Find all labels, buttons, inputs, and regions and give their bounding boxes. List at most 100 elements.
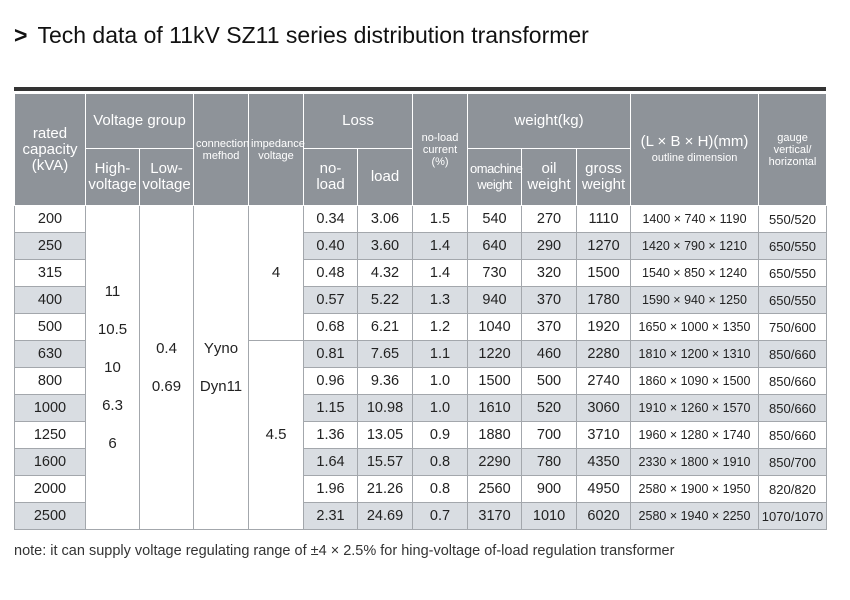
merged-cell: 11 10.5 10 6.3 6 <box>85 205 140 530</box>
table-cell: 9.36 <box>357 367 414 395</box>
table-cell: 2560 <box>467 475 523 503</box>
table-cell: 650/550 <box>758 286 828 314</box>
header-cell: no-load current (%) <box>412 93 469 206</box>
header-subtext: outline dimension <box>651 151 738 164</box>
cell-value: 0.4 <box>156 339 177 357</box>
table-cell: 0.81 <box>303 340 359 368</box>
cell-value: Yyno <box>203 339 239 357</box>
header-row: rated capacity (kVA) Voltage group conne… <box>14 93 828 206</box>
table-cell: 1590 × 940 × 1250 <box>630 286 760 314</box>
table-cell: 1420 × 790 × 1210 <box>630 232 760 260</box>
table-row: 2500 2.31 24.69 0.7 3170 1010 6020 2580 × 1940 … <box>14 502 828 530</box>
table-cell: 640 <box>467 232 523 260</box>
table-cell: 900 <box>521 475 578 503</box>
header-cell: impedance voltage <box>248 93 305 206</box>
table-cell: 3.06 <box>357 205 414 233</box>
table-cell: 1610 <box>467 394 523 422</box>
table-cell: 0.8 <box>412 475 469 503</box>
merged-cell: 0.4 0.69 <box>138 205 195 530</box>
table-cell: 850/700 <box>758 448 828 476</box>
table-cell: 15.57 <box>357 448 414 476</box>
table-cell: 0.40 <box>303 232 359 260</box>
table-cell: 850/660 <box>758 394 828 422</box>
table-cell: 1400 × 740 × 1190 <box>630 205 760 233</box>
table-cell: 650/550 <box>758 232 828 260</box>
table-cell: 1860 × 1090 × 1500 <box>630 367 760 395</box>
table-cell: 24.69 <box>357 502 414 530</box>
table-cell: 1650 × 1000 × 1350 <box>630 313 760 341</box>
header-cell: no-load <box>303 148 359 206</box>
header-cell: weight(kg) <box>467 93 632 149</box>
cell-value: 10.5 <box>97 320 128 338</box>
table-cell: 1.3 <box>412 286 469 314</box>
table-cell: 850/660 <box>758 421 828 449</box>
table-cell: 1960 × 1280 × 1740 <box>630 421 760 449</box>
header-cell: High-voltage <box>85 148 140 206</box>
table-cell: 1220 <box>467 340 523 368</box>
table-cell: 500 <box>521 367 578 395</box>
table-cell: 270 <box>521 205 578 233</box>
table-cell: 2580 × 1940 × 2250 <box>630 502 760 530</box>
table-cell: 290 <box>521 232 578 260</box>
table-cell: 1880 <box>467 421 523 449</box>
table-cell: 0.34 <box>303 205 359 233</box>
table-cell: 370 <box>521 286 578 314</box>
cell-value: 6 <box>108 434 117 452</box>
table-cell: 1.64 <box>303 448 359 476</box>
footnote: note: it can supply voltage regulating r… <box>14 543 675 559</box>
table-cell: 1.0 <box>412 394 469 422</box>
table-cell: 0.48 <box>303 259 359 287</box>
table-row: 630 4.5 0.81 7.65 1.1 1220 460 2280 1810 × 1200 … <box>14 340 828 530</box>
table-cell: 13.05 <box>357 421 414 449</box>
table-cell: 6.21 <box>357 313 414 341</box>
table-cell: 1810 × 1200 × 1310 <box>630 340 760 368</box>
table-cell: 1110 <box>576 205 632 233</box>
table-row: 800 0.96 9.36 1.0 1500 500 2740 1860 × 1090 × 1… <box>14 367 828 395</box>
header-cell: gauge vertical/ horizontal <box>758 93 828 206</box>
table-cell: 2500 <box>14 502 86 530</box>
table-cell: 1040 <box>467 313 523 341</box>
table-cell: 1540 × 850 × 1240 <box>630 259 760 287</box>
merged-cell: 4.5 <box>248 340 305 530</box>
table-cell: 540 <box>467 205 523 233</box>
table-cell: 370 <box>521 313 578 341</box>
table-cell: 2580 × 1900 × 1950 <box>630 475 760 503</box>
table-cell: 2740 <box>576 367 632 395</box>
table-row: 1250 1.36 13.05 0.9 1880 700 3710 1960 × 1280 ×… <box>14 421 828 449</box>
table-cell: 3.60 <box>357 232 414 260</box>
table-cell: 250 <box>14 232 86 260</box>
table-cell: 460 <box>521 340 578 368</box>
header-cell: Low-voltage <box>138 148 195 206</box>
table-cell: 1920 <box>576 313 632 341</box>
table-cell: 2280 <box>576 340 632 368</box>
table-cell: 2330 × 1800 × 1910 <box>630 448 760 476</box>
table-cell: 3710 <box>576 421 632 449</box>
arrow-icon: > <box>14 22 28 48</box>
table-cell: 400 <box>14 286 86 314</box>
table-row: 200 11 10.5 10 6.3 6 0.4 0.69 Yyno Dyn11 4 0.34 3.06… <box>14 205 828 530</box>
table-cell: 1010 <box>521 502 578 530</box>
table-cell: 0.8 <box>412 448 469 476</box>
table-cell: 7.65 <box>357 340 414 368</box>
table-cell: 1.4 <box>412 259 469 287</box>
cell-value: 0.69 <box>151 377 182 395</box>
table-cell: 550/520 <box>758 205 828 233</box>
table-cell: 0.68 <box>303 313 359 341</box>
title-block: > Tech data of 11kV SZ11 series distribut… <box>14 22 589 49</box>
header-cell: Loss <box>303 93 414 149</box>
cell-value: 11 <box>104 282 121 300</box>
header-text: (L × B × H)(mm) <box>640 132 749 150</box>
table-row: 1000 1.15 10.98 1.0 1610 520 3060 1910 × 1260 ×… <box>14 394 828 422</box>
table-cell: 1.96 <box>303 475 359 503</box>
table-cell: 500 <box>14 313 86 341</box>
table-cell: 315 <box>14 259 86 287</box>
table-cell: 700 <box>521 421 578 449</box>
cell-value: Dyn11 <box>199 377 243 395</box>
spec-table: rated capacity (kVA) Voltage group conne… <box>14 93 828 530</box>
cell-value: 10 <box>104 358 121 376</box>
table-cell: 1.15 <box>303 394 359 422</box>
table-cell: 3170 <box>467 502 523 530</box>
table-cell: 1.0 <box>412 367 469 395</box>
table-body: 200 11 10.5 10 6.3 6 0.4 0.69 Yyno Dyn11 4 0.34 3.06… <box>14 205 828 530</box>
title-rule <box>14 87 826 91</box>
